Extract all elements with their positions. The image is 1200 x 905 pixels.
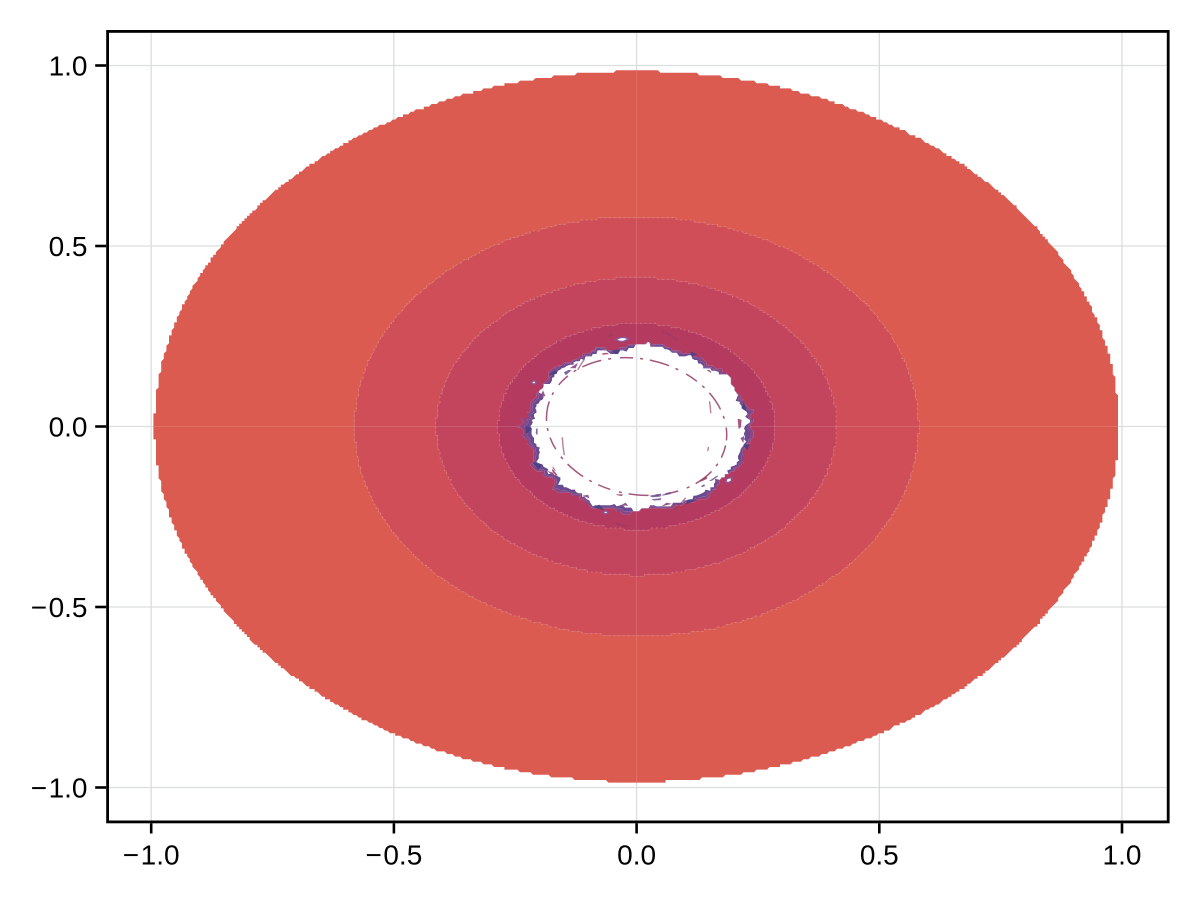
svg-text:−1.0: −1.0 (123, 839, 180, 870)
svg-text:1.0: 1.0 (1103, 839, 1142, 870)
svg-text:0.5: 0.5 (860, 839, 899, 870)
svg-text:−0.5: −0.5 (31, 592, 88, 623)
svg-text:−0.5: −0.5 (366, 839, 423, 870)
svg-text:−1.0: −1.0 (31, 773, 88, 804)
svg-text:0.0: 0.0 (49, 412, 88, 443)
svg-text:1.0: 1.0 (49, 51, 88, 82)
svg-text:0.0: 0.0 (617, 839, 656, 870)
svg-text:0.5: 0.5 (49, 231, 88, 262)
